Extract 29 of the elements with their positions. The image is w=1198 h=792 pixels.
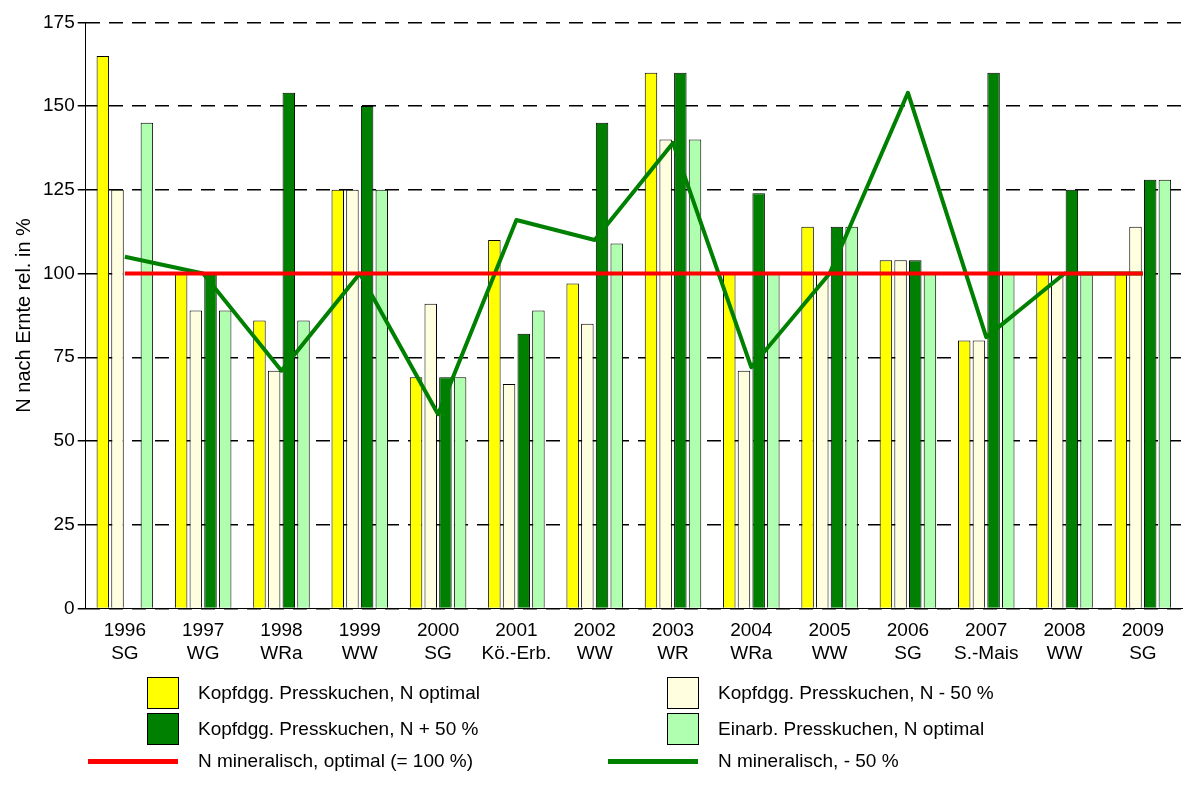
y-tick-label: 75 — [53, 345, 75, 367]
y-tick-label: 0 — [64, 596, 75, 618]
x-tick-label: 2004 WRa — [730, 619, 773, 663]
legend-label: N mineralisch, - 50 % — [718, 750, 899, 772]
legend-label: Kopfdgg. Presskuchen, N + 50 % — [198, 718, 479, 740]
y-tick-label: 25 — [53, 512, 75, 534]
x-tick-label: 2001 Kö.-Erb. — [481, 619, 552, 663]
y-tick-label: 150 — [43, 94, 75, 116]
y-tick-label: 100 — [43, 261, 75, 283]
legend-label: N mineralisch, optimal (= 100 %) — [198, 750, 474, 772]
x-tick-label: 2006 SG — [886, 619, 930, 663]
x-tick-label: 2009 SG — [1121, 619, 1164, 663]
y-axis-title: N nach Ernte rel. in % — [11, 217, 34, 413]
y-tick-label: 50 — [53, 429, 75, 451]
x-tick-label: 1998 WRa — [260, 619, 304, 663]
x-tick-label: 2003 WR — [651, 619, 695, 663]
x-tick-label: 1999 WW — [338, 619, 381, 663]
x-tick-label: 2005 WW — [808, 619, 851, 663]
x-tick-label: 2000 SG — [416, 619, 460, 663]
y-tick-label: 175 — [43, 10, 75, 32]
y-tick-label: 125 — [43, 178, 75, 200]
x-tick-label: 1996 SG — [103, 619, 146, 663]
legend-label: Kopfdgg. Presskuchen, N optimal — [198, 682, 480, 704]
x-tick-label: 2002 WW — [573, 619, 616, 663]
x-tick-label: 2008 WW — [1043, 619, 1086, 663]
legend-label: Kopfdgg. Presskuchen, N - 50 % — [718, 682, 994, 704]
x-tick-label: 1997 WG — [182, 619, 225, 663]
legend-label: Einarb. Presskuchen, N optimal — [718, 718, 985, 740]
x-tick-label: 2007 S.-Mais — [954, 619, 1019, 663]
